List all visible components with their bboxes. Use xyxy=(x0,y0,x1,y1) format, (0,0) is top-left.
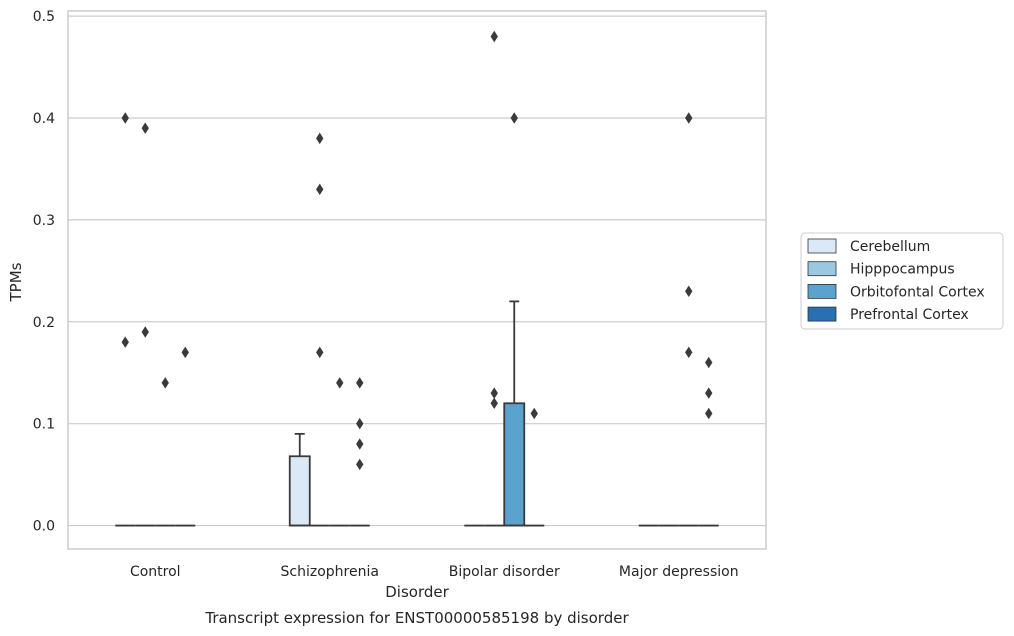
outlier-point xyxy=(141,326,149,338)
outlier-point xyxy=(510,112,518,124)
grid-layer xyxy=(68,15,766,527)
y-axis-label: TPMs xyxy=(7,262,25,302)
legend-swatch xyxy=(807,283,837,299)
x-tick-label: Schizophrenia xyxy=(281,564,379,580)
y-tick-label: 0.4 xyxy=(33,111,55,127)
x-axis-label: Disorder xyxy=(385,583,449,601)
outlier-point xyxy=(336,377,344,389)
y-tick-label: 0.3 xyxy=(33,213,55,229)
outlier-point xyxy=(530,407,538,420)
y-tick-label: 0.5 xyxy=(33,9,55,25)
box xyxy=(288,455,311,527)
legend-label: Hipppocampus xyxy=(850,262,955,278)
outlier-layer xyxy=(121,30,713,471)
outlier-point xyxy=(490,30,498,43)
x-tick-label: Major depression xyxy=(619,564,739,580)
box-layer xyxy=(115,300,719,527)
chart-title: Transcript expression for ENST0000058519… xyxy=(204,609,629,627)
x-tick-labels: Control Schizophrenia Bipolar disorder Majo… xyxy=(130,564,739,580)
box-cerebellum-1 xyxy=(288,432,311,527)
legend-label: Prefrontal Cortex xyxy=(850,307,969,323)
y-tick-label: 0.1 xyxy=(33,417,55,433)
outlier-point xyxy=(705,387,713,399)
outlier-point xyxy=(316,132,324,145)
y-tick-labels: 0.0 0.1 0.2 0.3 0.4 0.5 xyxy=(33,9,55,534)
outlier-point xyxy=(121,336,129,348)
plot-frame xyxy=(67,10,767,550)
outlier-point xyxy=(685,346,693,359)
legend-items: Cerebellum Hipppocampus Orbitofontal Corte… xyxy=(807,238,985,323)
legend-swatch xyxy=(807,261,837,277)
outlier-point xyxy=(356,438,364,450)
legend-swatch xyxy=(807,238,837,254)
outlier-point xyxy=(705,356,713,369)
y-tick-label: 0.2 xyxy=(33,315,55,331)
box xyxy=(503,402,526,527)
outlier-point xyxy=(356,417,364,430)
outlier-point xyxy=(141,122,149,134)
legend-swatch xyxy=(807,306,837,322)
legend-label: Orbitofontal Cortex xyxy=(850,284,985,300)
outlier-point xyxy=(356,458,364,471)
outlier-point xyxy=(685,112,693,124)
legend: Cerebellum Hipppocampus Orbitofontal Corte… xyxy=(800,232,1004,330)
legend-frame xyxy=(800,232,1004,330)
outlier-point xyxy=(685,285,693,297)
x-tick-label: Control xyxy=(130,564,181,580)
outlier-point xyxy=(121,112,129,124)
legend-label: Cerebellum xyxy=(850,239,930,255)
outlier-point xyxy=(161,377,169,389)
outlier-point xyxy=(490,387,498,399)
outlier-point xyxy=(181,346,189,359)
x-tick-label: Bipolar disorder xyxy=(449,564,560,580)
outlier-point xyxy=(316,346,324,359)
outlier-point xyxy=(316,183,324,196)
outlier-point xyxy=(490,397,498,410)
y-tick-label: 0.0 xyxy=(33,519,55,535)
outlier-point xyxy=(356,377,364,389)
box-orbitofontal-cortex-2 xyxy=(503,300,526,527)
outlier-point xyxy=(705,407,713,420)
